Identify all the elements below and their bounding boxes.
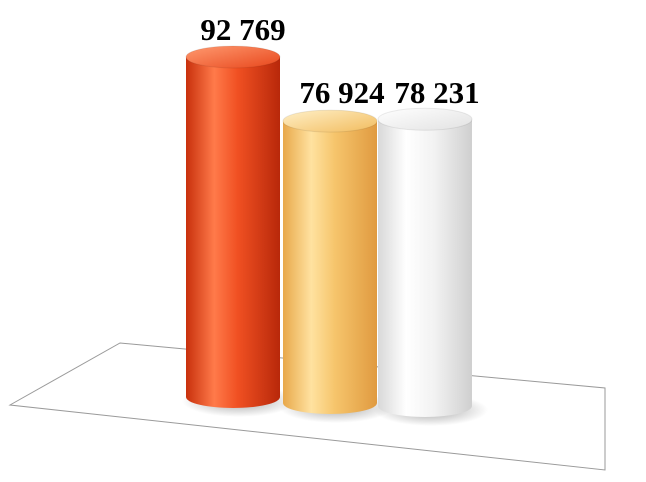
bar-1: [186, 57, 280, 408]
bars-group: [182, 45, 488, 426]
bar-top-1: [185, 45, 281, 69]
bar-2: [283, 121, 377, 414]
bar-top-2: [282, 109, 378, 133]
data-label-2: 76 924: [299, 75, 384, 110]
data-label-1: 92 769: [200, 12, 285, 47]
data-label-3: 78 231: [394, 75, 479, 110]
bar-3: [378, 119, 472, 418]
bar-top-3: [377, 107, 473, 131]
data-labels-group: 92 769 76 924 78 231: [200, 12, 479, 110]
